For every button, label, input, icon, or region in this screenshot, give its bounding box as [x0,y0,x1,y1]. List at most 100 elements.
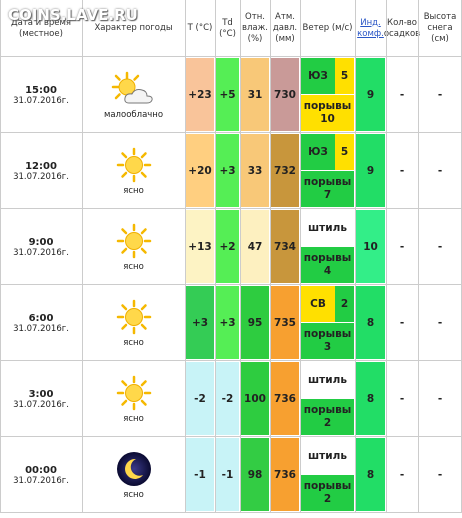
header-cell: Дата и время (местное) [10,17,72,39]
wind-gusts: порывы 10 [301,95,354,131]
header-cell: Ветер (м/с) [302,23,353,33]
cell-border [0,56,462,57]
dew-point: -2 [216,362,239,435]
cell-border [418,0,419,513]
humidity: 31 [241,58,269,131]
precipitation: - [399,393,405,405]
wind-gusts-label: порывы [303,100,352,112]
pressure: 736 [271,362,299,435]
comfort-index: 9 [356,134,385,207]
precipitation: - [399,241,405,253]
wind-gusts: 2 [323,417,332,429]
header-cell: T (°C) [187,23,213,33]
time: 15:00 [25,84,57,96]
wind-direction: СВ [301,286,335,322]
comfort-index: 8 [356,286,385,359]
dew-point: +2 [216,210,239,283]
wind-speed: 2 [335,286,354,322]
header-cell: Кол-во осадков [383,17,421,39]
wind-gusts: порывы 7 [301,171,354,207]
wind-calm: штиль [301,210,354,246]
humidity: 95 [241,286,269,359]
cell-border [355,0,356,513]
header-cell: Высота снега (см) [423,12,457,44]
date: 31.07.2016г. [13,475,69,486]
date: 31.07.2016г. [13,247,69,258]
humidity: 47 [241,210,269,283]
temperature: +20 [186,134,214,207]
snow-height: - [437,317,443,329]
date-cell: 3:00 31.07.2016г. [0,361,82,437]
wind-gusts: 2 [323,493,332,505]
weather-cell: ясно [82,209,185,285]
wind-speed: 5 [335,58,354,94]
time: 12:00 [25,160,57,172]
watermark: COINS.LAVE.RU [8,6,138,24]
temperature: -1 [186,438,214,511]
snow-height: - [437,89,443,101]
wind-calm: штиль [301,362,354,398]
snow-height: - [437,241,443,253]
cell-border [0,0,1,513]
cell-border [215,0,216,513]
cell-border [82,0,83,513]
temperature: +23 [186,58,214,131]
sun-icon [116,299,151,334]
comfort-index: 8 [356,438,385,511]
wind-gusts: порывы 2 [301,399,354,435]
cell-border [0,208,462,209]
cell-border [0,284,462,285]
wind-gusts-label: порывы [303,252,352,264]
wind-direction: ЮЗ [301,134,335,170]
sun-icon [116,375,151,410]
wind-gusts: порывы 4 [301,247,354,283]
moon-icon [116,451,151,486]
time: 3:00 [28,388,54,400]
wind-gusts: 7 [323,189,332,201]
cell-border [0,132,462,133]
date-cell: 00:00 31.07.2016г. [0,437,82,513]
wind-speed: 5 [335,134,354,170]
comfort-index: 8 [356,362,385,435]
cell-border [0,512,462,513]
sun-icon [116,147,151,182]
comfort-link[interactable]: Инд. комф. [357,17,384,39]
pressure: 730 [271,58,299,131]
comfort-index: 9 [356,58,385,131]
cell-border [0,436,462,437]
cell-border [300,0,301,513]
weather-cell: ясно [82,133,185,209]
time: 00:00 [25,464,57,476]
precipitation: - [399,165,405,177]
snow-height: - [437,469,443,481]
wind-calm: штиль [301,438,354,474]
header-cell: Инд. комф. [355,0,386,57]
wind-gusts: порывы 2 [301,475,354,511]
wind-gusts-label: порывы [303,480,352,492]
wind-gusts: 3 [323,341,332,353]
cell-border [240,0,241,513]
sun-cloud-icon [111,71,153,103]
dew-point: +3 [216,286,239,359]
wind-gusts: порывы 3 [301,323,354,359]
weather-label: малооблачно [103,109,164,120]
snow-height: - [437,393,443,405]
weather-label: ясно [123,261,144,272]
wind-gusts: 4 [323,265,332,277]
snow-height: - [437,165,443,177]
wind-gusts-label: порывы [303,404,352,416]
temperature: -2 [186,362,214,435]
header-cell: Td (°C) [219,17,236,39]
date: 31.07.2016г. [13,399,69,410]
cell-border [0,360,462,361]
precipitation: - [399,89,405,101]
weather-cell: малооблачно [82,57,185,133]
dew-point: +3 [216,134,239,207]
humidity: 100 [241,362,269,435]
weather-cell: ясно [82,437,185,513]
precipitation: - [399,469,405,481]
weather-label: ясно [123,489,144,500]
time: 9:00 [28,236,54,248]
date-cell: 9:00 31.07.2016г. [0,209,82,285]
